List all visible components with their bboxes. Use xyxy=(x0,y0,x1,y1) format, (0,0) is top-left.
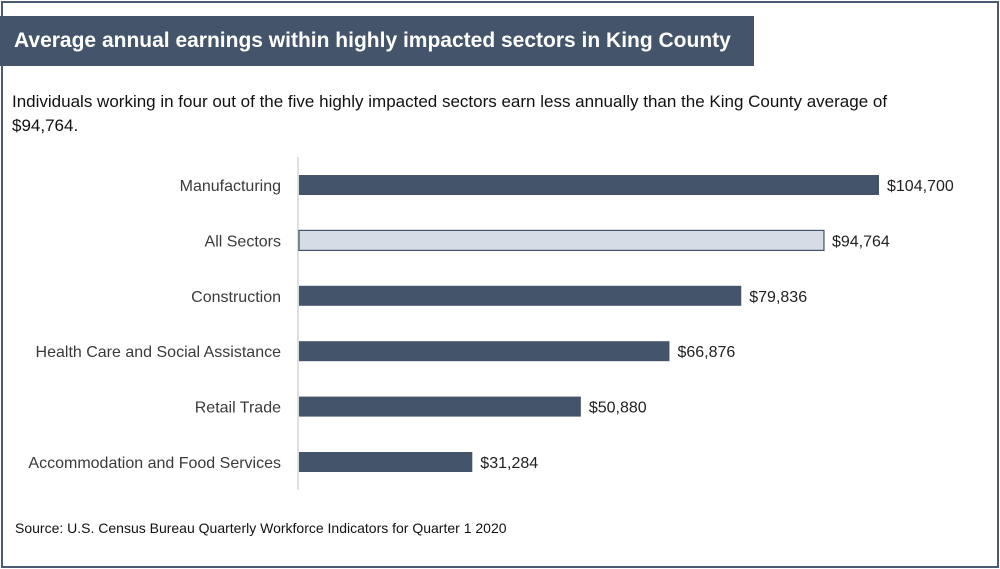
bar-construction xyxy=(299,285,742,306)
value-label-all-sectors: $94,764 xyxy=(832,233,890,250)
chart-title: Average annual earnings within highly im… xyxy=(0,16,754,66)
category-label-health-care-and-social-assistance: Health Care and Social Assistance xyxy=(36,344,282,361)
category-label-all-sectors: All Sectors xyxy=(205,233,281,250)
bars-group: Manufacturing $104,700 All Sectors $94,764 C… xyxy=(28,175,954,472)
value-label-health-care-and-social-assistance: $66,876 xyxy=(677,344,735,361)
value-label-retail-trade: $50,880 xyxy=(589,400,647,417)
category-label-construction: Construction xyxy=(191,289,281,306)
value-label-construction: $79,836 xyxy=(749,289,807,306)
chart-subtitle: Individuals working in four out of the f… xyxy=(12,92,888,135)
bar-retail-trade xyxy=(299,396,581,417)
category-label-manufacturing: Manufacturing xyxy=(180,178,281,195)
bar-all-sectors xyxy=(298,229,825,251)
category-label-accommodation-and-food-services: Accommodation and Food Services xyxy=(28,455,281,472)
value-label-accommodation-and-food-services: $31,284 xyxy=(480,455,538,472)
bar-health-care-and-social-assistance xyxy=(299,341,670,362)
value-label-manufacturing: $104,700 xyxy=(887,178,954,195)
category-label-retail-trade: Retail Trade xyxy=(195,400,281,417)
bar-manufacturing xyxy=(299,175,879,195)
bar-accommodation-and-food-services xyxy=(299,452,473,472)
source-note: Source: U.S. Census Bureau Quarterly Wor… xyxy=(15,520,507,536)
